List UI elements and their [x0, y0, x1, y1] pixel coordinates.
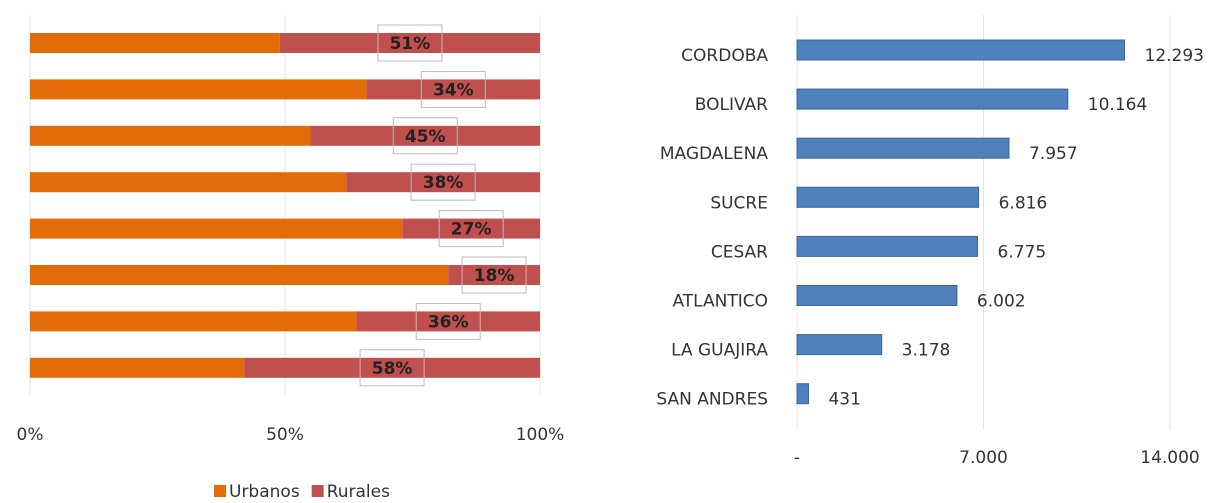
data-label: 12.293: [1145, 46, 1204, 66]
legend-label: Rurales: [327, 482, 390, 502]
data-label: 431: [828, 390, 860, 410]
data-label: 6.002: [977, 292, 1026, 312]
bar: [796, 88, 1069, 110]
data-label: 34%: [433, 80, 474, 100]
bar-segment: [30, 33, 280, 53]
bar: [796, 235, 979, 257]
x-tick-label: 100%: [516, 425, 565, 445]
data-label-box: [392, 117, 458, 155]
data-label: 45%: [405, 127, 446, 147]
data-label-box: [410, 163, 476, 201]
legend-swatch: [214, 485, 226, 497]
bar-segment: [30, 357, 245, 378]
x-tick-label: -: [794, 448, 800, 468]
y-tick-label: ATLANTICO: [672, 292, 768, 312]
data-label: 6.816: [999, 193, 1048, 213]
x-tick-label: 0%: [17, 425, 44, 445]
bar-segment: [30, 311, 357, 332]
bar-segment: [346, 172, 540, 193]
data-label-box: [420, 70, 486, 108]
data-label-box: [377, 24, 443, 62]
y-tick-label: LA GUAJIRA: [671, 341, 768, 361]
bar-segment: [310, 125, 540, 146]
bar-segment: [30, 79, 367, 100]
data-label-box: [359, 349, 425, 387]
bar: [796, 285, 958, 306]
legend-swatch: [311, 485, 324, 497]
data-label: 7.957: [1029, 144, 1078, 164]
data-label: 51%: [390, 34, 431, 54]
bar: [796, 137, 1010, 159]
data-label: 10.164: [1088, 95, 1147, 115]
y-tick-label: CESAR: [711, 242, 768, 262]
data-label: 3.178: [902, 341, 951, 361]
bar-segment: [356, 311, 540, 332]
y-tick-label: SUCRE: [710, 193, 768, 213]
y-tick-label: MAGDALENA: [660, 144, 769, 164]
bar-segment: [279, 33, 540, 53]
bar-segment: [30, 172, 347, 193]
y-tick-label: BOLIVAR: [695, 95, 768, 115]
bar-segment: [448, 265, 540, 285]
y-tick-label: CORDOBA: [681, 46, 768, 66]
bar-segment: [244, 357, 540, 378]
bar-segment: [30, 265, 449, 285]
x-tick-label: 14.000: [1140, 448, 1199, 468]
bar-segment: [30, 218, 403, 239]
data-label: 18%: [474, 266, 515, 286]
bar: [796, 383, 809, 405]
data-label: 6.775: [998, 242, 1047, 262]
data-label: 58%: [372, 359, 413, 379]
data-label-box: [415, 302, 481, 340]
bar: [796, 39, 1126, 61]
bar: [796, 334, 883, 356]
x-tick-label: 7.000: [959, 448, 1008, 468]
x-tick-label: 50%: [266, 425, 304, 445]
y-tick-label: SAN ANDRES: [656, 390, 768, 410]
bar: [796, 186, 980, 208]
legend-label: Urbanos: [229, 482, 300, 502]
bar-segment: [30, 125, 311, 146]
bar-segment: [366, 79, 540, 100]
data-label: 38%: [423, 173, 464, 193]
data-label-box: [438, 210, 504, 248]
bar-segment: [402, 218, 540, 239]
data-label: 27%: [451, 220, 492, 240]
data-label: 36%: [428, 312, 469, 332]
data-label-box: [461, 256, 527, 294]
